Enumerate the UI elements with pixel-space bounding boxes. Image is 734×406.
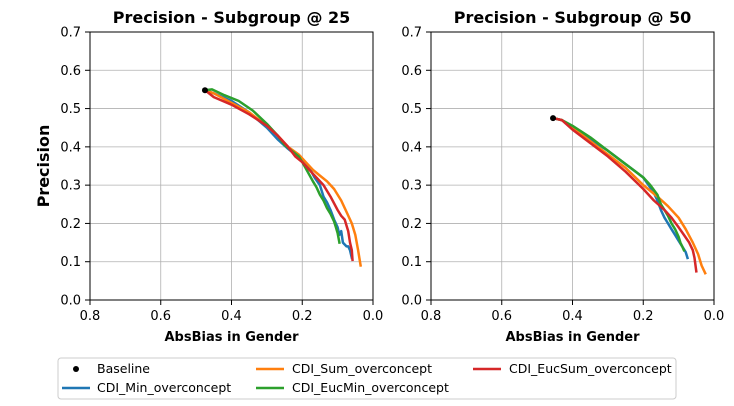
y-tick-label: 0.2 (401, 217, 422, 232)
legend-label-eucsum: CDI_EucSum_overconcept (509, 361, 672, 376)
baseline-marker (550, 115, 557, 122)
y-tick-label: 0.2 (60, 217, 81, 232)
chart-panel-subgroup-25: 0.8 0.6 0.4 0.2 0.0 0.0 0.1 0.2 0.3 0.4 0.5 0.6 0.7 P… (34, 8, 383, 345)
legend-baseline-marker (73, 366, 79, 372)
y-tick-label: 0.3 (401, 179, 422, 194)
y-tick-label: 0.6 (60, 64, 81, 79)
y-tick-label: 0.4 (401, 140, 422, 155)
x-tick-label: 0.4 (562, 309, 583, 324)
x-tick-label: 0.8 (421, 309, 442, 324)
y-tick-label: 0.1 (401, 255, 422, 270)
legend-label-sum: CDI_Sum_overconcept (292, 361, 432, 376)
y-tick-label: 0.5 (401, 102, 422, 117)
x-tick-label: 0.2 (633, 309, 654, 324)
chart-title: Precision - Subgroup @ 25 (113, 8, 351, 27)
y-tick-label: 0.0 (401, 294, 422, 309)
axes-frame (89, 31, 374, 301)
y-tick-label: 0.7 (60, 26, 81, 41)
legend: Baseline CDI_Min_overconcept CDI_Sum_ove… (57, 357, 677, 400)
series-group (551, 116, 707, 275)
baseline-marker (201, 87, 208, 94)
legend-label-baseline: Baseline (97, 361, 150, 376)
series-group (203, 88, 363, 267)
y-tick-label: 0.3 (60, 179, 81, 194)
x-axis-label: AbsBias in Gender (505, 330, 640, 345)
y-tick-label: 0.0 (60, 294, 81, 309)
legend-label-eucmin: CDI_EucMin_overconcept (292, 380, 449, 395)
y-tick-label: 0.4 (60, 140, 81, 155)
legend-frame (57, 357, 677, 400)
y-tick-label: 0.1 (60, 255, 81, 270)
y-axis-label: Precision (34, 125, 53, 208)
series-line-cdi-eucmin-overconcept (203, 88, 341, 245)
legend-label-min: CDI_Min_overconcept (97, 380, 231, 395)
y-tick-label: 0.5 (60, 102, 81, 117)
x-tick-label: 0.0 (704, 309, 725, 324)
axes-frame (430, 31, 715, 301)
series-line-cdi-eucmin-overconcept (551, 116, 686, 252)
x-axis-label: AbsBias in Gender (164, 330, 299, 345)
chart-panel-subgroup-50: 0.8 0.6 0.4 0.2 0.0 0.0 0.1 0.2 0.3 0.4 0.5 0.6 0.7 P… (401, 8, 724, 345)
series-line-cdi-min-overconcept (203, 88, 354, 260)
x-tick-label: 0.8 (80, 309, 101, 324)
x-tick-label: 0.4 (221, 309, 242, 324)
series-line-cdi-sum-overconcept (203, 88, 363, 267)
series-line-cdi-eucsum-overconcept (203, 88, 354, 262)
chart-title: Precision - Subgroup @ 50 (454, 8, 692, 27)
y-tick-label: 0.7 (401, 26, 422, 41)
x-tick-label: 0.6 (150, 309, 171, 324)
y-tick-label: 0.6 (401, 64, 422, 79)
series-line-cdi-eucsum-overconcept (551, 116, 698, 273)
x-tick-label: 0.6 (491, 309, 512, 324)
x-tick-label: 0.0 (363, 309, 384, 324)
x-tick-label: 0.2 (292, 309, 313, 324)
